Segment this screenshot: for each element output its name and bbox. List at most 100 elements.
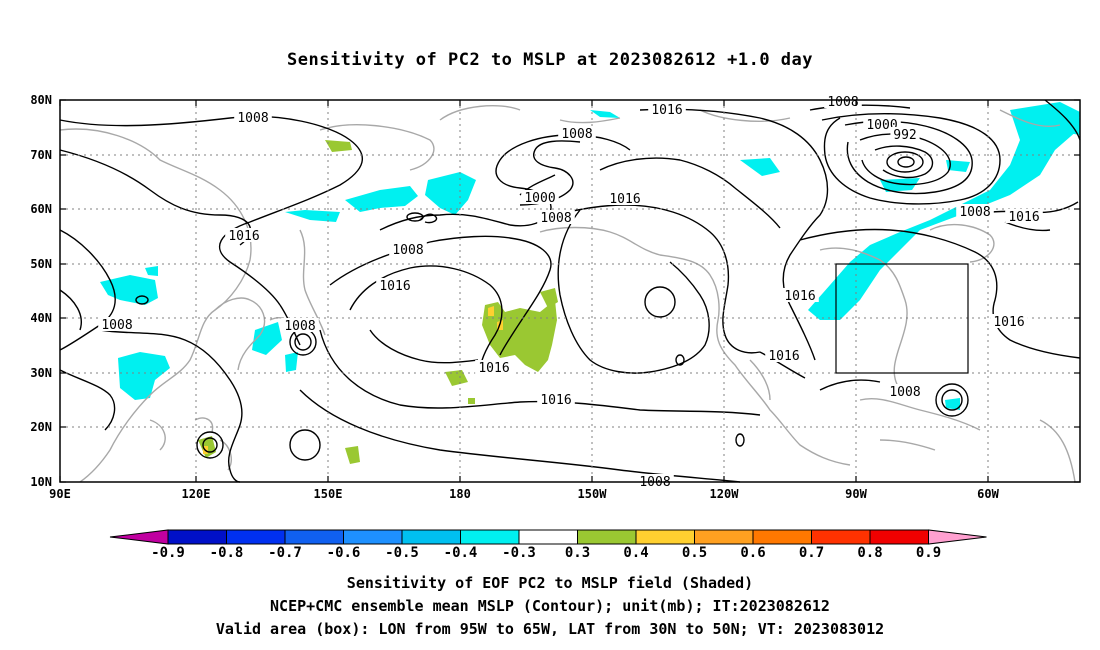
colorbar-label: -0.3 [502,545,536,561]
lon-tick-label: 120W [710,487,740,501]
contour-label: 1016 [609,192,640,207]
contour-label: 1016 [651,103,682,118]
contour-label: 1016 [768,349,799,364]
contour-label-halo [389,242,427,256]
contour-label: 1008 [101,318,132,333]
colorbar-segment [635,529,695,545]
colorbar-segment [752,529,812,545]
contour-label: 992 [893,128,916,143]
colorbar-label: 0.4 [623,545,648,561]
colorbar-segment [694,529,754,545]
contour-label: 1016 [540,393,571,408]
contour-label: 1008 [959,205,990,220]
contour-label: 1008 [237,111,268,126]
colorbar-segment [811,529,871,545]
colorbar-segment [518,529,578,545]
contour-label-halo [537,392,575,406]
contour-label-halo [636,474,674,488]
contour-label: 1000 [524,191,555,206]
contour-label: 1008 [392,243,423,258]
lat-tick-label: 70N [30,148,52,162]
lon-tick-label: 90E [49,487,71,501]
colorbar-segment [284,529,344,545]
contour-label-halo [990,314,1028,328]
lon-tick-label: 90W [845,487,867,501]
contour-label-halo [648,102,686,116]
colorbar-labels: -0.9 -0.8 -0.7 -0.6 -0.5 -0.4 -0.3 0.3 0.4 0.5 0.6… [151,545,941,561]
contour-label: 1016 [784,289,815,304]
caption-line-1: Sensitivity of EOF PC2 to MSLP field (Sh… [346,574,754,592]
colorbar-segment [577,529,637,545]
contour-label-halo [890,127,920,141]
lon-tick-label: 180 [449,487,471,501]
map-title: Sensitivity of PC2 to MSLP at 2023082612… [286,50,813,70]
contour-label-halo [281,318,319,332]
contour-label-halo [606,191,644,205]
latitude-labels: 80N 70N 60N 50N 40N 30N 20N 10N [30,93,52,489]
contour-label: 1016 [478,361,509,376]
colorbar-label: -0.6 [327,545,361,561]
colorbar-label: -0.8 [210,545,244,561]
lon-tick-label: 150E [314,487,343,501]
contour-label-halo [1005,209,1043,223]
contour-label-halo [781,288,819,302]
lon-tick-label: 60W [977,487,999,501]
colorbar-label: -0.4 [444,545,478,561]
colorbar-segment [401,529,461,545]
contour-label: 1008 [284,319,315,334]
contour-label-halo [234,110,272,124]
colorbar-segment [343,529,403,545]
caption-line-3: Valid area (box): LON from 95W to 65W, L… [215,620,885,638]
colorbar-segment [460,529,520,545]
colorbar-label: -0.7 [268,545,302,561]
grid-lines [60,100,1080,482]
lat-tick-label: 30N [30,366,52,380]
contour-label: 1008 [827,95,858,110]
colorbar-label: 0.7 [799,545,824,561]
lon-tick-label: 150W [578,487,608,501]
lat-tick-label: 50N [30,257,52,271]
mslp-contours [59,99,1081,483]
colorbar-left-arrow [109,529,169,545]
contour-label: 1008 [540,211,571,226]
colorbar-label: 0.6 [740,545,765,561]
lon-tick-label: 120E [182,487,211,501]
contour-label: 1016 [1008,210,1039,225]
contour-label-halo [225,228,263,242]
contour-label-halo [537,210,575,224]
contour-label: 1016 [993,315,1024,330]
colorbar-label: 0.8 [857,545,882,561]
contour-label-halo [475,360,513,374]
contour-label-halo [558,126,596,140]
colorbar-label: -0.9 [151,545,185,561]
map-frame [59,99,1081,483]
map-area [60,100,1080,482]
colorbar-segment [226,529,286,545]
contour-label: 1000 [866,118,897,133]
lat-tick-label: 20N [30,420,52,434]
longitude-labels: 90E 120E 150E 180 150W 120W 90W 60W [49,487,999,501]
lat-tick-label: 10N [30,475,52,489]
contour-label: 1008 [889,385,920,400]
contour-label-halo [521,190,559,204]
contour-label-halo [765,348,803,362]
negative-sensitivity-shading [100,102,1080,410]
colorbar-segment [869,529,929,545]
contour-label-halo [886,384,924,398]
colorbar-label: 0.3 [565,545,590,561]
contour-label-halo [824,94,862,108]
lat-tick-label: 80N [30,93,52,107]
contour-label-halo [956,204,994,218]
colorbar-label: 0.9 [916,545,941,561]
contour-label: 1016 [228,229,259,244]
colorbar-label: 0.5 [682,545,707,561]
contour-label-group: 1008 1008 1016 1008 1008 1016 1008 1000 1008 1016… [98,94,1043,490]
colorbar-right-arrow [928,529,987,545]
valid-area-box [835,263,969,374]
contour-label: 1008 [561,127,592,142]
colorbar-segment [167,529,227,545]
colorbar [109,529,987,545]
contour-label: 1016 [379,279,410,294]
caption-line-2: NCEP+CMC ensemble mean MSLP (Contour); u… [270,597,830,615]
